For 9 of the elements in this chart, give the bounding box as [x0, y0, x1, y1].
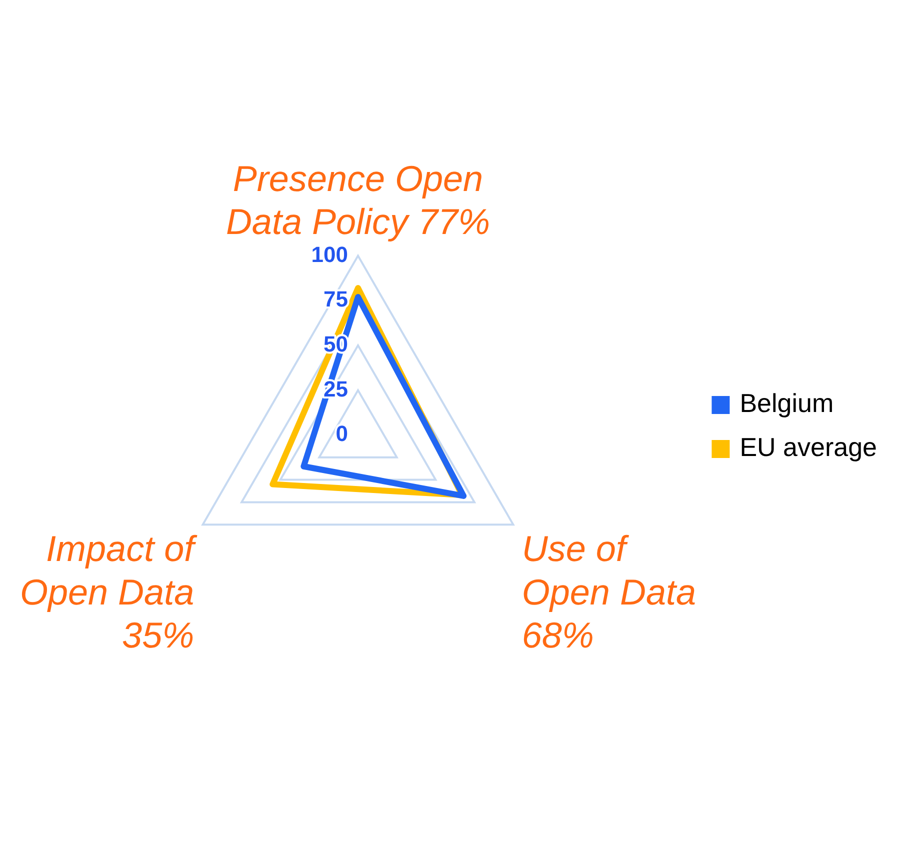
y-tick-label: 100: [311, 242, 348, 267]
y-tick-label: 0: [336, 421, 348, 446]
legend-label: EU average: [740, 432, 878, 462]
legend-label: Belgium: [740, 388, 834, 418]
spoke-label: Use of Open Data 68%: [522, 528, 696, 656]
spoke-label: Presence Open Data Policy 77%: [226, 158, 490, 242]
y-tick-label: 75: [324, 286, 348, 312]
y-tick-label: 50: [324, 331, 348, 356]
spoke-label: Impact of Open Data 35%: [20, 528, 198, 656]
